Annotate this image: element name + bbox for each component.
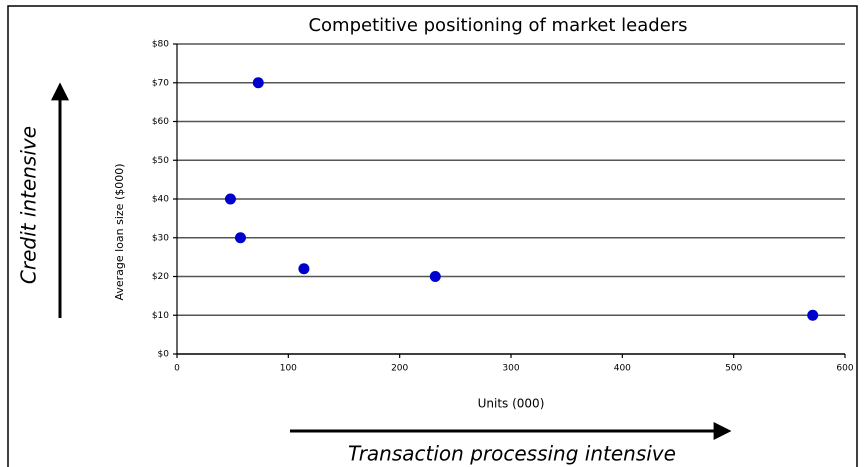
point xyxy=(298,263,310,275)
credit-annotation: Credit intensive xyxy=(17,126,41,284)
x-tick-label: 500 xyxy=(725,364,742,374)
point xyxy=(234,232,246,244)
x-tick-label: 200 xyxy=(391,364,408,374)
point xyxy=(252,77,264,89)
frame xyxy=(7,5,858,467)
x-tick-label: 300 xyxy=(502,364,519,374)
y-tick-label: $70 xyxy=(152,78,169,88)
x-tick-label: 0 xyxy=(174,364,180,374)
x-tick-label: 400 xyxy=(614,364,631,374)
point xyxy=(429,271,441,282)
y-tick-label: $60 xyxy=(152,117,169,127)
y-tick-label: $50 xyxy=(152,156,169,166)
y-tick-label: $30 xyxy=(152,233,169,243)
point xyxy=(224,193,236,205)
x-axis-label: Units (000) xyxy=(478,397,545,411)
x-tick-label: 100 xyxy=(280,364,297,374)
chart-title: Competitive positioning of market leader… xyxy=(308,15,687,36)
transaction-annotation: Transaction processing intensive xyxy=(348,442,676,466)
x-tick-label: 600 xyxy=(836,364,853,374)
y-axis-label: Average loan size ($000) xyxy=(113,163,126,300)
y-tick-label: $0 xyxy=(158,350,170,360)
y-tick-label: $20 xyxy=(152,272,169,282)
y-tick-label: $80 xyxy=(152,40,169,50)
point xyxy=(807,309,819,321)
y-tick-label: $40 xyxy=(152,195,169,205)
y-tick-label: $10 xyxy=(152,311,169,321)
